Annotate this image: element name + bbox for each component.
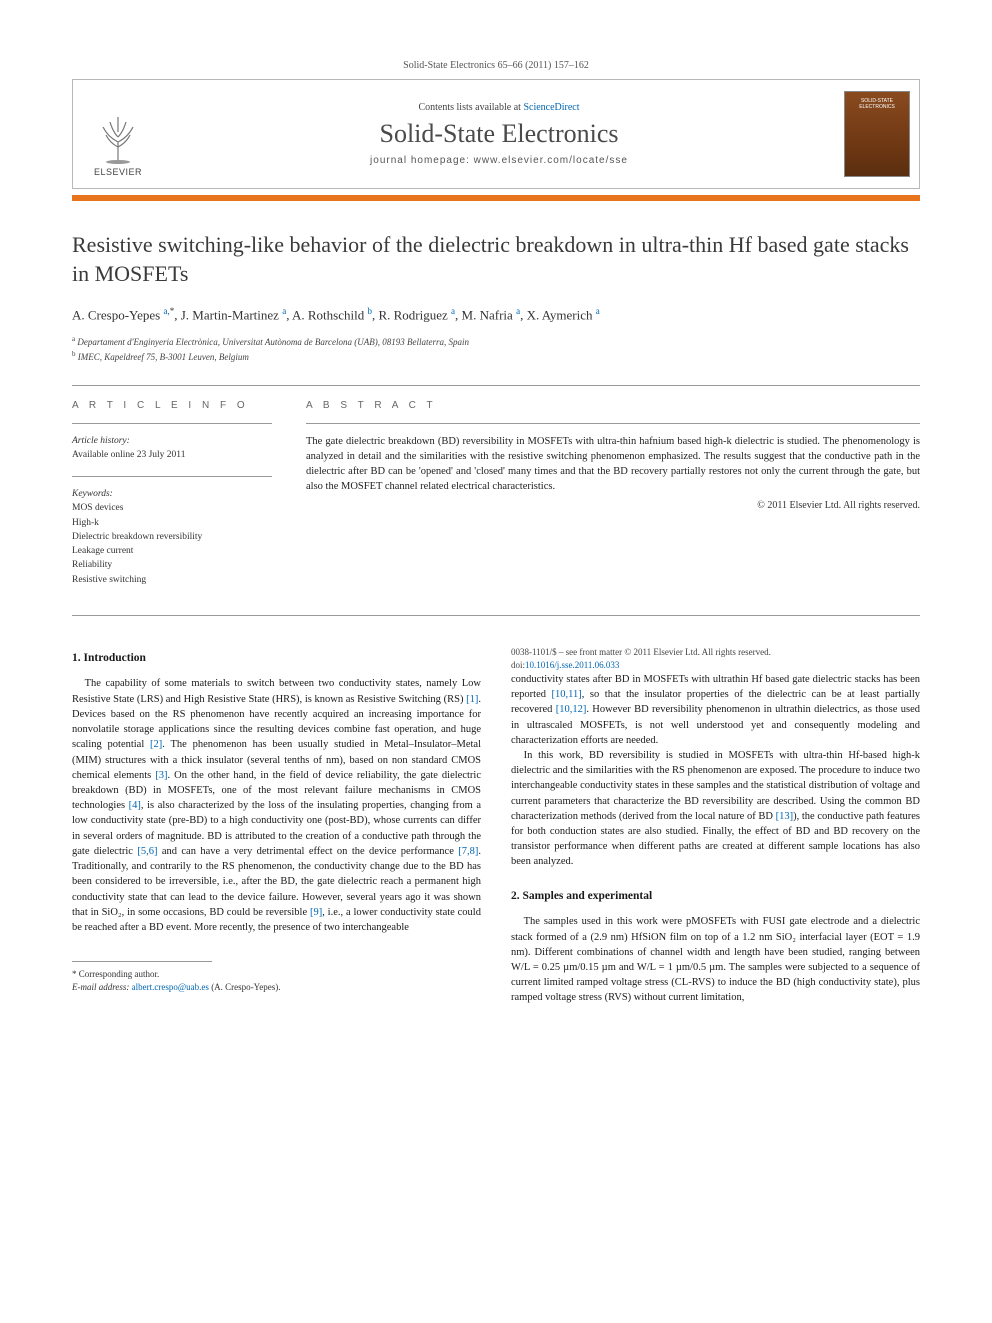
citation-link[interactable]: [13] bbox=[776, 811, 794, 822]
section-1-para-1: The capability of some materials to swit… bbox=[72, 676, 481, 935]
author-affiliation-marker: a bbox=[596, 306, 600, 316]
doi-link[interactable]: 10.1016/j.sse.2011.06.033 bbox=[525, 660, 619, 670]
contents-prefix: Contents lists available at bbox=[418, 102, 523, 113]
article-history-line: Available online 23 July 2011 bbox=[72, 448, 272, 462]
section-1-para-2: conductivity states after BD in MOSFETs … bbox=[511, 672, 920, 748]
homepage-prefix: journal homepage: bbox=[370, 155, 474, 166]
article-history-label: Article history: bbox=[72, 434, 272, 448]
keyword-item: Dielectric breakdown reversibility bbox=[72, 530, 272, 544]
journal-header: ELSEVIER Contents lists available at Sci… bbox=[72, 79, 920, 189]
abstract-text: The gate dielectric breakdown (BD) rever… bbox=[306, 434, 920, 495]
section-1-para-3: In this work, BD reversibility is studie… bbox=[511, 748, 920, 870]
journal-homepage-line: journal homepage: www.elsevier.com/locat… bbox=[370, 155, 628, 166]
divider bbox=[306, 423, 920, 424]
keywords-list: MOS devicesHigh-kDielectric breakdown re… bbox=[72, 501, 272, 587]
author-list: A. Crespo-Yepes a,*, J. Martin-Martinez … bbox=[72, 306, 920, 323]
author-name: M. Nafria bbox=[462, 308, 517, 323]
citation-link[interactable]: [4] bbox=[129, 800, 141, 811]
keyword-item: Leakage current bbox=[72, 544, 272, 558]
front-matter-line: 0038-1101/$ – see front matter © 2011 El… bbox=[511, 646, 771, 659]
affiliation-a: Departament d'Enginyeria Electrònica, Un… bbox=[77, 337, 469, 347]
keywords-label: Keywords: bbox=[72, 487, 272, 501]
citation-link[interactable]: [5,6] bbox=[137, 846, 157, 857]
keyword-item: Reliability bbox=[72, 558, 272, 572]
divider bbox=[72, 423, 272, 424]
journal-cover-thumb: SOLID-STATE ELECTRONICS bbox=[844, 91, 910, 177]
publisher-label: ELSEVIER bbox=[94, 167, 142, 177]
sciencedirect-link[interactable]: ScienceDirect bbox=[523, 102, 579, 113]
journal-reference: Solid-State Electronics 65–66 (2011) 157… bbox=[72, 60, 920, 71]
journal-title: Solid-State Electronics bbox=[379, 119, 618, 149]
corr-label: * Corresponding author. bbox=[72, 968, 481, 981]
email-suffix: (A. Crespo-Yepes). bbox=[211, 982, 280, 992]
divider bbox=[72, 385, 920, 386]
author-name: A. Crespo-Yepes bbox=[72, 308, 163, 323]
corr-email-link[interactable]: albert.crespo@uab.es bbox=[132, 982, 209, 992]
citation-link[interactable]: [9] bbox=[310, 907, 322, 918]
author-name: X. Aymerich bbox=[527, 308, 596, 323]
journal-cover-block: SOLID-STATE ELECTRONICS bbox=[835, 80, 919, 188]
keyword-item: Resistive switching bbox=[72, 573, 272, 587]
divider bbox=[72, 476, 272, 477]
elsevier-tree-icon bbox=[88, 107, 148, 167]
article-title: Resistive switching-like behavior of the… bbox=[72, 231, 920, 288]
affiliations: a Departament d'Enginyeria Electrònica, … bbox=[72, 334, 920, 365]
abstract-label: A B S T R A C T bbox=[306, 400, 920, 411]
divider bbox=[72, 615, 920, 616]
accent-bar bbox=[72, 195, 920, 201]
citation-link[interactable]: [3] bbox=[155, 770, 167, 781]
publication-footer: 0038-1101/$ – see front matter © 2011 El… bbox=[511, 646, 920, 672]
citation-link[interactable]: [2] bbox=[150, 739, 162, 750]
cover-line2: ELECTRONICS bbox=[859, 104, 895, 110]
citation-link[interactable]: [7,8] bbox=[458, 846, 478, 857]
article-info-label: A R T I C L E I N F O bbox=[72, 400, 272, 411]
citation-link[interactable]: [10,12] bbox=[556, 704, 587, 715]
citation-link[interactable]: [10,11] bbox=[552, 689, 582, 700]
affiliation-b: IMEC, Kapeldreef 75, B-3001 Leuven, Belg… bbox=[78, 352, 249, 362]
publisher-logo-block: ELSEVIER bbox=[73, 80, 163, 188]
footnote-divider bbox=[72, 961, 212, 962]
abstract-copyright: © 2011 Elsevier Ltd. All rights reserved… bbox=[306, 500, 920, 511]
doi-prefix: doi: bbox=[511, 660, 525, 670]
contents-available-line: Contents lists available at ScienceDirec… bbox=[418, 102, 579, 113]
citation-link[interactable]: [1] bbox=[466, 694, 478, 705]
keyword-item: MOS devices bbox=[72, 501, 272, 515]
corresponding-author-footnote: * Corresponding author. E-mail address: … bbox=[72, 968, 481, 993]
section-2-para-1: The samples used in this work were pMOSF… bbox=[511, 914, 920, 1005]
email-label: E-mail address: bbox=[72, 982, 129, 992]
author-name: R. Rodriguez bbox=[378, 308, 451, 323]
keyword-item: High-k bbox=[72, 516, 272, 530]
section-2-heading: 2. Samples and experimental bbox=[511, 888, 920, 905]
author-name: J. Martin-Martinez bbox=[181, 308, 282, 323]
homepage-url[interactable]: www.elsevier.com/locate/sse bbox=[474, 155, 628, 166]
article-body: 1. Introduction The capability of some m… bbox=[72, 646, 920, 1018]
author-name: A. Rothschild bbox=[292, 308, 367, 323]
section-1-heading: 1. Introduction bbox=[72, 650, 481, 667]
